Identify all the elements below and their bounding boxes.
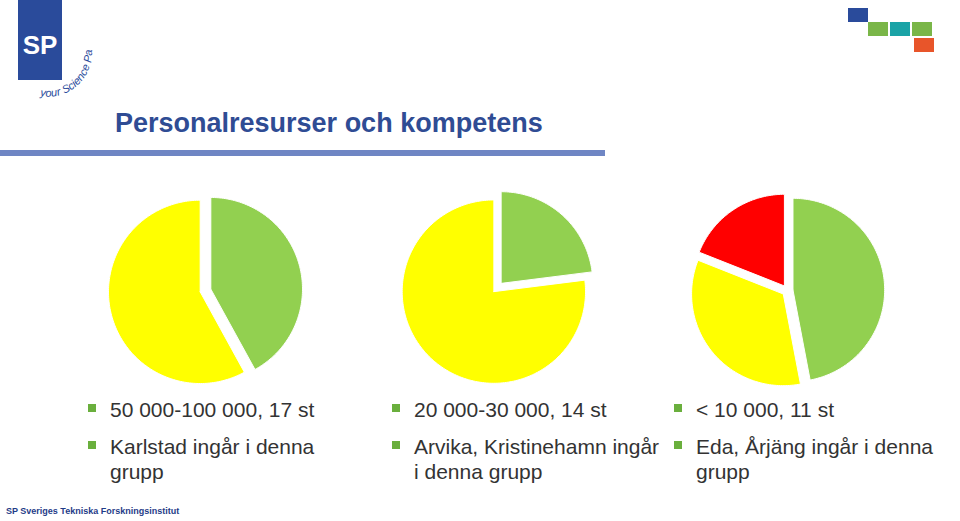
svg-text:your Science Partner: your Science Partner (7, 0, 94, 99)
